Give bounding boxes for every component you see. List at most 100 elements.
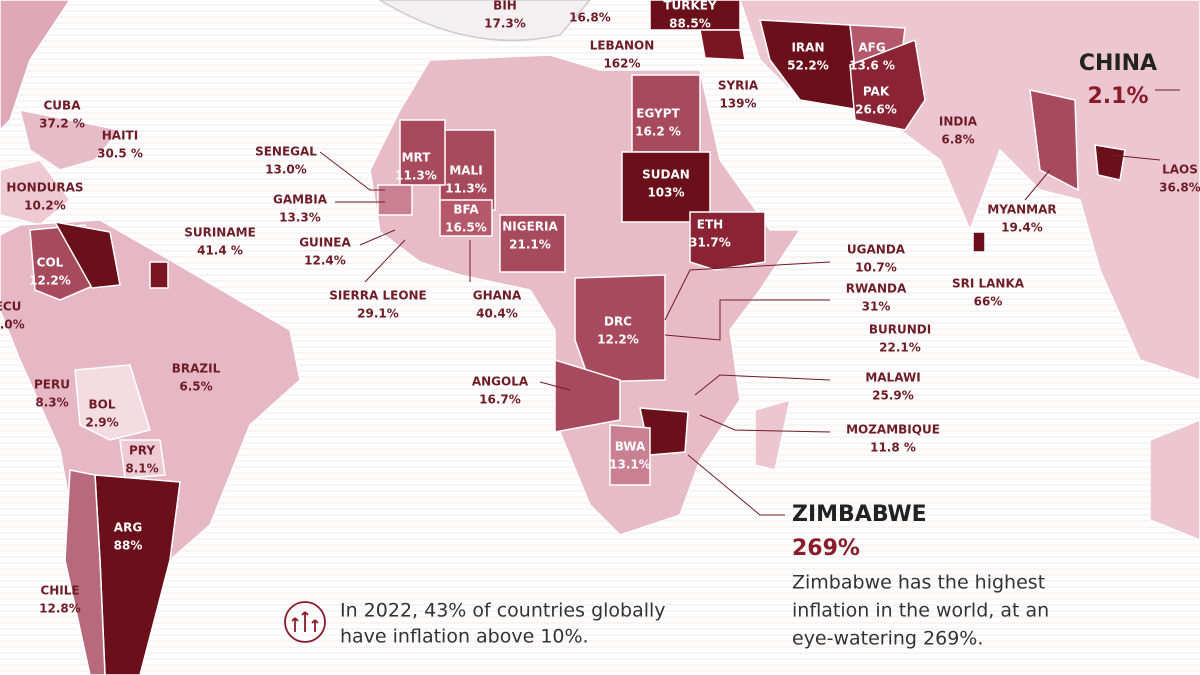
note-text: In 2022, 43% of countries globally (340, 600, 666, 622)
inflation-value: 11.3% (395, 169, 437, 183)
land (754, 398, 791, 471)
inflation-value: 12.8% (39, 602, 81, 616)
country-name: CHINA (1079, 51, 1157, 76)
country-name: ETH (697, 218, 723, 232)
inset (378, 0, 591, 42)
inflation-value: 16.8% (569, 11, 611, 25)
country-name: MRT (402, 151, 432, 165)
country-name: PRY (129, 444, 155, 458)
inflation-value: 11.8 % (870, 441, 916, 455)
country-name: CHILE (40, 584, 79, 598)
inflation-value: 40.4% (476, 307, 518, 321)
land (439, 199, 493, 237)
country-name: INDIA (939, 115, 978, 129)
callout-text: eye-watering 269%. (792, 628, 983, 650)
country-name: UGANDA (847, 243, 906, 257)
land (972, 231, 986, 253)
inflation-value: 21.1% (509, 238, 551, 252)
inflation-value: 66% (974, 295, 1003, 309)
land (574, 274, 666, 383)
country-name: COL (37, 256, 64, 270)
inflation-value: 25.9% (872, 389, 914, 403)
country-name: SURINAME (184, 226, 256, 240)
leader-line (664, 299, 830, 341)
leader-line (364, 239, 406, 283)
inflation-value: 17.3% (484, 17, 526, 31)
country-name: ECU (0, 300, 21, 314)
callout-value: 269% (792, 536, 860, 561)
country-name: HONDURAS (6, 181, 83, 195)
country-name: DRC (604, 315, 632, 329)
land (849, 38, 926, 131)
inflation-value: 103% (647, 186, 684, 200)
leader-lines (319, 89, 1180, 516)
inflation-value: 10.7% (855, 261, 897, 275)
leader-line (687, 454, 785, 516)
country-name: MALAWI (865, 371, 920, 385)
land (149, 261, 169, 289)
land (18, 109, 122, 171)
leader-line (1024, 169, 1051, 201)
leader-line (694, 374, 831, 396)
country-name: BURUNDI (869, 323, 931, 337)
inflation-value: 41.4 % (197, 244, 243, 258)
land (689, 211, 766, 271)
country-name: BWA (615, 440, 646, 454)
inflation-value: 13.0% (265, 163, 307, 177)
country-name: IRAN (791, 41, 824, 55)
land (119, 439, 166, 479)
inflation-value: 162% (603, 57, 640, 71)
country-name: CUBA (44, 99, 82, 113)
inflation-value: 12.2% (29, 274, 71, 288)
leader-line (319, 151, 385, 191)
land (699, 29, 746, 61)
inflation-value: 31.7% (689, 236, 731, 250)
country-name: MALI (449, 164, 482, 178)
country-name: SRI LANKA (952, 277, 1025, 291)
land (1149, 419, 1200, 541)
leader-line (539, 381, 571, 391)
callout-title: ZIMBABWE (792, 502, 927, 527)
land (377, 184, 413, 216)
inflation-value: 16.7% (479, 393, 521, 407)
inflation-value: 12.4% (304, 254, 346, 268)
leader-line (664, 261, 831, 321)
inflation-value: 10.2% (24, 199, 66, 213)
country-name: MYANMAR (987, 203, 1056, 217)
country-name: BOL (89, 398, 116, 412)
inflation-value: 22.1% (879, 341, 921, 355)
country-name: PERU (34, 378, 70, 392)
callout-text: inflation in the world, at an (792, 600, 1049, 622)
inflation-value: 26.6% (855, 103, 897, 117)
country-name: HAITI (102, 129, 138, 143)
country-name: GHANA (473, 289, 522, 303)
leader-line (359, 229, 396, 246)
inflation-value: 2.1% (1087, 84, 1148, 109)
country-name: BRAZIL (172, 362, 221, 376)
land (759, 19, 861, 111)
icon (284, 601, 326, 643)
inflation-value: 29.1% (357, 307, 399, 321)
land (53, 220, 121, 289)
inflation-value: 16.5% (445, 221, 487, 235)
country-name: SYRIA (718, 79, 759, 93)
country-name: SUDAN (642, 168, 690, 182)
land (499, 214, 566, 273)
land (1029, 89, 1079, 192)
land (1094, 144, 1126, 181)
country-name: ANGOLA (472, 375, 529, 389)
land (554, 358, 621, 433)
inflation-value: 88% (114, 539, 143, 553)
country-name: TURKEY (663, 0, 717, 13)
inflation-value: 6.8% (941, 133, 974, 147)
inflation-value: 88.5% (669, 17, 711, 31)
inflation-value: 139% (719, 97, 756, 111)
inflation-value: 12.2% (597, 333, 639, 347)
country-name: SIERRA LEONE (329, 289, 427, 303)
inflation-value: 31% (862, 300, 891, 314)
inflation-value: 13.3% (279, 211, 321, 225)
country-name: EGYPT (636, 107, 680, 121)
inflation-value: 37.2 % (39, 117, 85, 131)
land (0, 159, 72, 226)
